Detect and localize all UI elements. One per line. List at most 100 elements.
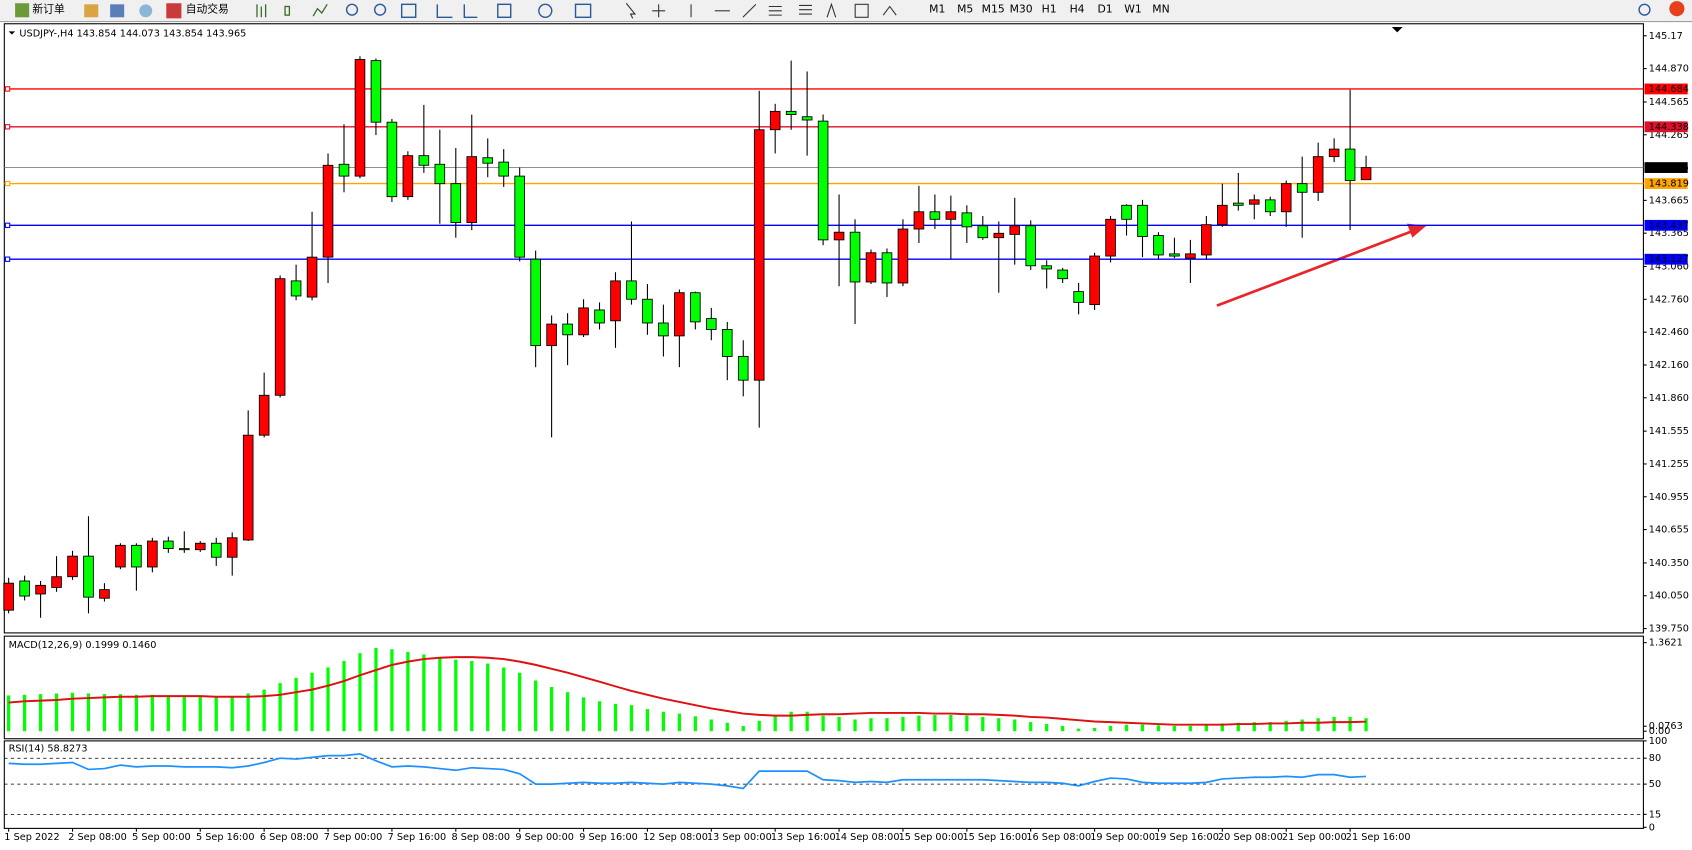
timeframe-button[interactable]: M30 [1010,3,1033,16]
y-tick-label: 0.00 [1649,726,1671,737]
timeframe-button[interactable]: H4 [1070,3,1085,16]
new-order-button[interactable]: 新订单 [32,3,65,16]
candle-body [1089,255,1100,306]
crosshair-tool[interactable] [652,4,666,18]
macd-bar [981,716,985,732]
candle-body [833,231,845,241]
macd-bar [549,686,554,732]
x-tick-label: 15 Sep 16:00 [963,832,1028,843]
cursor-tool[interactable] [625,2,637,19]
zoom-out-icon[interactable] [373,3,387,16]
candle-body [1009,225,1021,235]
candle-body [386,121,398,198]
x-tick-label: 5 Sep 00:00 [132,832,191,843]
line-icon[interactable] [312,3,328,17]
macd-bar [134,694,139,732]
tool-icon[interactable] [110,4,125,18]
y-tick-label: 141.860 [1649,393,1689,404]
candle-body [434,163,446,185]
tile-icon[interactable] [400,3,417,18]
macd-bar [454,659,458,732]
x-tick-label: 7 Sep 00:00 [324,832,383,843]
timeframe-button[interactable]: M15 [982,3,1005,16]
macd-bar [1364,718,1368,732]
candle-body [881,252,893,284]
candle-body [929,211,941,220]
candle-body [99,589,110,599]
candle-body [1073,291,1084,303]
candle-body [993,232,1005,239]
timeframe-button[interactable]: M1 [929,3,945,16]
period-icon[interactable] [538,3,553,18]
shapes-tool[interactable] [882,5,897,16]
candle-body [258,394,270,436]
template-icon[interactable] [574,3,592,18]
timeframe-button[interactable]: MN [1152,3,1169,16]
candle-body [498,161,509,177]
candle-body [1296,183,1308,193]
new-order-icon[interactable] [15,3,30,18]
scroll-icons[interactable] [436,4,478,18]
macd-bar [837,716,841,732]
auto-trading-icon[interactable] [166,3,182,19]
macd-bar [1268,722,1272,732]
candle-body [913,211,925,230]
price-label-bg [1644,253,1688,265]
tool-icon[interactable] [84,4,99,18]
notification-badge[interactable] [1669,1,1685,17]
tool-icon[interactable] [139,4,153,18]
candle-body [769,110,781,131]
trendline-tool[interactable] [742,3,757,18]
macd-bar [406,651,410,732]
macd-bar [470,660,474,732]
chart-title: USDJPY-,H4 143.854 144.073 143.854 143.9… [19,28,246,39]
macd-bar [997,718,1001,732]
candle-body [306,256,318,298]
macd-bar [7,695,11,732]
indicator-icon[interactable] [497,3,512,18]
macd-bar [1029,722,1033,732]
auto-trading-button[interactable]: 自动交易 [186,3,229,16]
macd-bar [853,719,857,732]
y-tick-label: 144.565 [1649,97,1689,108]
macd-bar [102,694,107,732]
price-label: 144.684 [1649,84,1689,95]
timeframe-button[interactable]: D1 [1097,3,1112,16]
candle-body [642,298,653,324]
candle-body [179,548,190,551]
macd-bar [1236,722,1240,732]
rsi-line [8,752,1367,790]
candle-body [849,231,861,283]
macd-bar [1300,719,1304,732]
x-tick-label: 21 Sep 16:00 [1346,832,1411,843]
last-price-label: 143.965 [1649,163,1689,174]
x-tick-label: 19 Sep 00:00 [1090,832,1155,843]
channel-tool[interactable] [768,5,782,16]
macd-bar [805,711,809,732]
y-tick-label: 145.17 [1649,31,1683,42]
zoom-in-icon[interactable] [345,3,359,16]
x-tick-label: 9 Sep 00:00 [515,832,574,843]
macd-bar [597,701,602,732]
text-tool[interactable] [826,2,837,18]
macd-bar [1156,725,1161,732]
y-tick-label: 143.060 [1649,262,1689,273]
candle-icon[interactable] [284,5,291,16]
timeframe-button[interactable]: H1 [1042,3,1057,16]
macd-bar [709,719,713,732]
macd-bar [1092,727,1097,732]
y-tick-label: 50 [1649,779,1661,790]
macd-bar [70,692,75,732]
search-icon[interactable] [1638,3,1651,16]
x-tick-label: 13 Sep 00:00 [707,832,772,843]
label-tool[interactable] [854,3,869,18]
candle-body [83,555,94,598]
price-label-bg [1644,121,1688,133]
fibo-tool[interactable] [799,4,812,15]
bar-chart-icon[interactable] [256,4,267,18]
timeframe-button[interactable]: W1 [1124,3,1142,16]
x-tick-label: 1 Sep 2022 [4,832,59,843]
timeframe-button[interactable]: M5 [957,3,973,16]
macd-bar [885,718,889,732]
macd-bar [1204,724,1208,732]
